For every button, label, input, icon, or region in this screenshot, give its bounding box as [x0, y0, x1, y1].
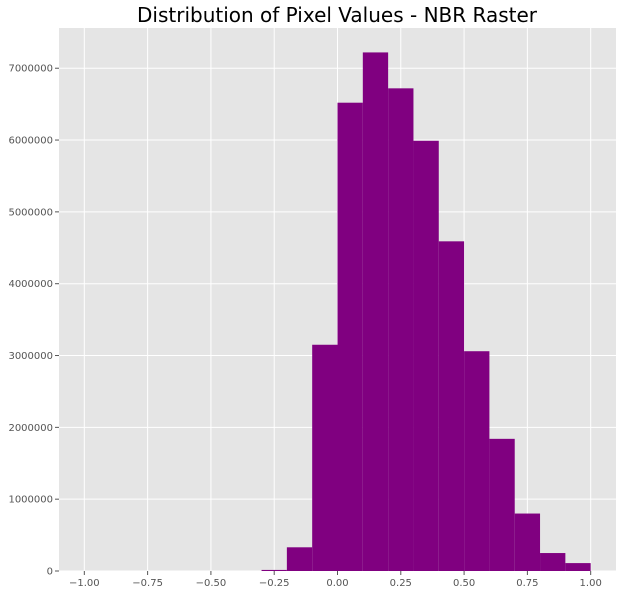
- histogram-bar: [565, 563, 591, 571]
- histogram-bar: [388, 88, 414, 571]
- histogram-bar: [312, 344, 338, 571]
- histogram-bar: [514, 513, 541, 571]
- x-tick-label: −0.50: [196, 578, 227, 589]
- histogram-bar: [438, 241, 465, 572]
- x-tick-label: 0.25: [390, 578, 412, 589]
- y-tick-label: 5000000: [8, 207, 53, 218]
- y-tick-label: 3000000: [8, 351, 53, 362]
- y-tick-label: 4000000: [8, 279, 53, 290]
- x-tick-label: −1.00: [69, 578, 100, 589]
- histogram-bar: [286, 547, 313, 571]
- y-tick-label: 1000000: [8, 495, 53, 506]
- histogram-bar: [413, 140, 439, 571]
- histogram-bar: [362, 52, 389, 571]
- x-tick-label: 0.75: [516, 578, 538, 589]
- histogram-bars: [261, 52, 591, 572]
- y-tick-label: 6000000: [8, 136, 53, 147]
- histogram-bar: [261, 569, 287, 571]
- x-tick-label: −0.25: [259, 578, 290, 589]
- x-tick-label: 1.00: [580, 578, 602, 589]
- y-tick-label: 0: [47, 567, 53, 578]
- histogram-bar: [489, 438, 515, 571]
- x-tick-label: −0.75: [132, 578, 163, 589]
- y-tick-label: 7000000: [8, 64, 53, 75]
- histogram-bar: [540, 553, 566, 571]
- x-tick-label: 0.50: [453, 578, 475, 589]
- chart-title: Distribution of Pixel Values - NBR Raste…: [137, 3, 538, 27]
- histogram-bar: [464, 351, 490, 571]
- y-tick-label: 2000000: [8, 423, 53, 434]
- histogram-bar: [337, 102, 363, 571]
- y-axis-ticks: 0 1000000 2000000 3000000 4000000 5000000 6000…: [8, 64, 59, 578]
- x-axis-ticks: −1.00 −0.75 −0.50 −0.25 0.00 0.25 0.50 0.75 1.00: [69, 571, 602, 589]
- x-tick-label: 0.00: [326, 578, 348, 589]
